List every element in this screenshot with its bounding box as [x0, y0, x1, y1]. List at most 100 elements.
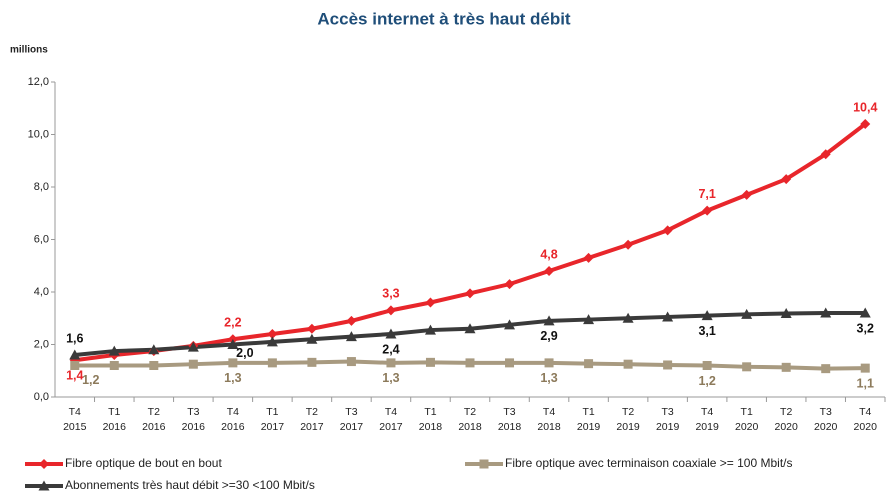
chart-title: Accès internet à très haut débit: [317, 9, 571, 28]
point: [702, 361, 712, 370]
point: [820, 149, 831, 160]
point: [504, 319, 516, 330]
x-tick-label: T3 2018: [498, 406, 522, 433]
x-tick-label: T3 2016: [182, 406, 206, 433]
point: [622, 312, 634, 323]
point: [543, 315, 555, 326]
point: [109, 361, 119, 370]
point: [583, 252, 594, 263]
point: [227, 339, 239, 349]
y-tick-label: 0,0: [34, 391, 49, 403]
data-label: 2,4: [382, 342, 399, 356]
point: [479, 459, 489, 469]
x-tick-label: T3 2020: [814, 406, 838, 433]
point: [346, 315, 357, 326]
point: [741, 189, 752, 200]
x-tick-label: T4 2015: [63, 406, 87, 433]
data-label: 3,2: [857, 321, 874, 335]
point: [149, 361, 159, 370]
x-tick-label: T4 2018: [537, 406, 561, 433]
point: [108, 345, 120, 356]
point: [860, 363, 870, 373]
x-tick-label: T1 2020: [735, 406, 759, 433]
x-tick-label: T1 2019: [577, 406, 601, 433]
point: [781, 362, 791, 372]
point: [70, 361, 80, 370]
point: [267, 329, 278, 339]
data-label: 3,1: [698, 324, 715, 338]
y-tick-label: 6,0: [34, 233, 49, 245]
data-label: 1,3: [540, 371, 557, 385]
data-label: 2,9: [540, 329, 557, 343]
point: [425, 297, 436, 308]
point: [859, 307, 871, 318]
point: [424, 324, 436, 335]
data-label: 1,1: [857, 376, 874, 390]
data-label: 10,4: [853, 100, 877, 114]
point: [425, 357, 435, 367]
y-tick-label: 2,0: [34, 338, 49, 350]
point: [663, 360, 673, 370]
x-tick-label: T2 2016: [142, 406, 166, 433]
data-label: 7,1: [698, 187, 715, 201]
point: [385, 305, 396, 316]
point: [188, 359, 198, 369]
point: [505, 358, 515, 368]
point: [702, 205, 713, 216]
point: [741, 308, 753, 319]
point: [306, 323, 317, 334]
point: [781, 174, 792, 185]
y-tick-label: 10,0: [28, 128, 49, 140]
point: [544, 358, 554, 368]
point: [386, 358, 396, 368]
x-tick-label: T2 2019: [616, 406, 640, 433]
x-tick-label: T2 2020: [775, 406, 799, 433]
data-label: 2,0: [236, 346, 253, 360]
point: [346, 357, 356, 367]
point: [504, 279, 515, 290]
data-label: 1,4: [66, 369, 83, 383]
point: [266, 336, 278, 347]
y-tick-label: 4,0: [34, 286, 49, 298]
x-tick-label: T1 2018: [419, 406, 443, 433]
point: [780, 308, 792, 319]
point: [465, 288, 475, 299]
point: [623, 359, 633, 369]
point: [307, 357, 317, 367]
data-label: 1,6: [66, 331, 83, 345]
x-tick-label: T3 2017: [340, 406, 364, 433]
point: [69, 349, 81, 360]
legend-label: Fibre optique avec terminaison coaxiale …: [505, 456, 793, 470]
data-label: 1,2: [698, 374, 715, 388]
point: [187, 341, 199, 352]
data-label: 1,3: [224, 371, 241, 385]
point: [583, 314, 595, 325]
point: [38, 480, 50, 491]
x-tick-label: T3 2019: [656, 406, 680, 433]
legend-label: Fibre optique de bout en bout: [65, 456, 222, 470]
x-tick-label: T2 2017: [300, 406, 324, 433]
point: [464, 323, 476, 334]
y-tick-label: 12,0: [28, 76, 49, 88]
x-tick-label: T4 2016: [221, 406, 245, 433]
x-tick-label: T1 2016: [103, 406, 127, 433]
point: [267, 358, 277, 368]
point: [821, 364, 831, 374]
x-tick-label: T1 2017: [261, 406, 285, 433]
point: [306, 333, 318, 344]
point: [662, 225, 673, 236]
point: [820, 307, 832, 318]
point: [148, 344, 160, 355]
x-tick-label: T4 2020: [854, 406, 878, 433]
x-tick-label: T4 2019: [695, 406, 719, 433]
point: [385, 328, 397, 339]
point: [860, 119, 871, 129]
point: [345, 331, 357, 342]
point: [465, 358, 475, 368]
point: [584, 359, 594, 369]
data-label: 1,2: [82, 373, 99, 387]
data-label: 3,3: [382, 287, 399, 301]
y-tick-label: 8,0: [34, 181, 49, 193]
point: [701, 310, 713, 321]
